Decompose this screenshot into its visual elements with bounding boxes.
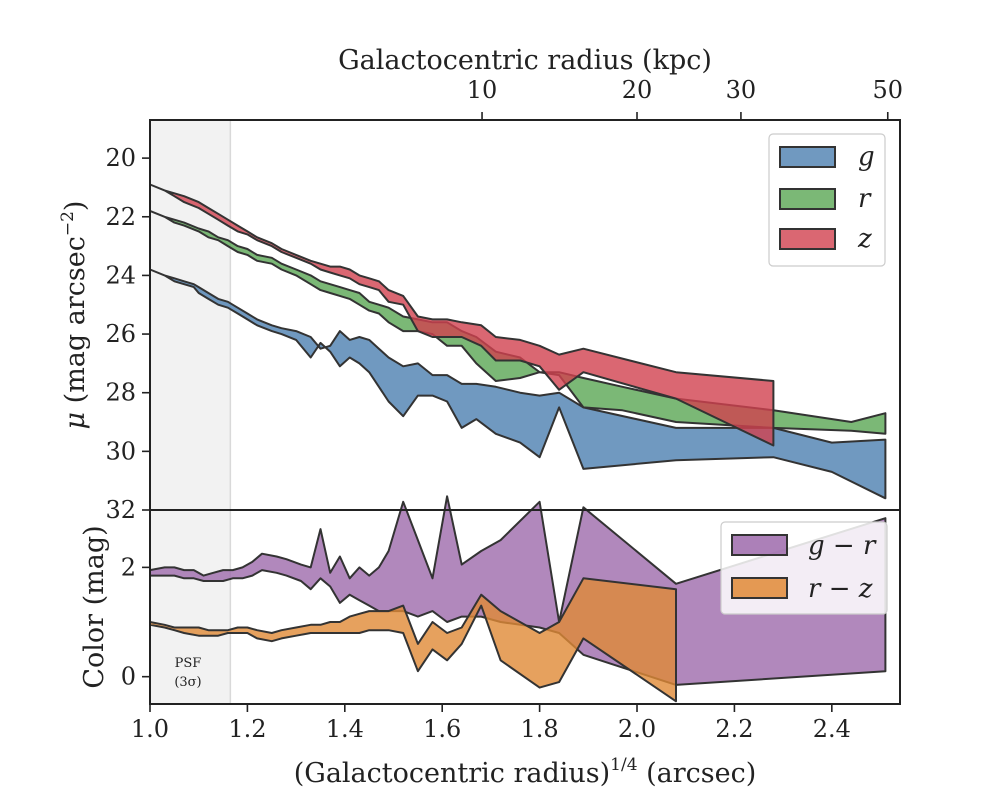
psf-region-bottom [150, 510, 231, 704]
band-r [149, 209, 887, 435]
legend-swatch-g [779, 146, 836, 168]
legend-label-r: r [858, 184, 872, 214]
legend-label-z: z [857, 224, 872, 254]
band-g-r [149, 495, 887, 686]
top-legend: g r z [768, 133, 886, 267]
ylabel-close: ) [60, 201, 91, 212]
legend-swatch-r [779, 188, 836, 210]
x-tick-label: 2.4 [813, 715, 851, 743]
y-tick-label: 24 [105, 261, 136, 289]
ylabel-sup: −2 [58, 211, 78, 236]
y-tick-label: 30 [105, 437, 136, 465]
y-tick-label: 20 [105, 144, 136, 172]
surface-brightness-bands [149, 183, 887, 500]
top-tick-label: 10 [467, 76, 498, 104]
y-tick-label: 22 [105, 203, 136, 231]
legend-swatch-g-r [731, 534, 788, 556]
y-tick-label: 32 [105, 496, 136, 524]
psf-annotation: PSF [175, 656, 202, 671]
top-panel-ylabel: μ (mag arcsec−2) [58, 201, 91, 430]
y-tick-label: 0 [121, 663, 136, 691]
color-bands [149, 495, 887, 703]
top-tick-label: 30 [726, 76, 757, 104]
axis-ticks: 20 22 24 26 28 30 32 0 2 1.0 1.2 1.4 1.6 1.8 2.0 2.2 2.4… [105, 76, 903, 743]
legend-swatch-z [779, 228, 836, 250]
top-tick-label: 20 [622, 76, 653, 104]
ylabel-symbol: μ [60, 412, 91, 430]
y-tick-label: 2 [121, 553, 136, 581]
band-g [149, 268, 887, 500]
x-tick-label: 2.0 [618, 715, 656, 743]
x-tick-label: 1.0 [131, 715, 169, 743]
bottom-panel-frame [149, 509, 901, 705]
xlabel-unit: (arcsec) [638, 758, 757, 789]
psf-annotation-sigma: (3σ) [174, 675, 201, 690]
xlabel-sup: 1/4 [610, 755, 637, 775]
x-tick-label: 1.6 [423, 715, 461, 743]
x-tick-label: 2.2 [715, 715, 753, 743]
y-tick-label: 26 [105, 320, 136, 348]
bottom-panel-ylabel: Color (mag) [79, 525, 110, 688]
legend-label-g: g [858, 142, 875, 172]
x-tick-label: 1.2 [228, 715, 266, 743]
ylabel-text: (mag arcsec [60, 236, 91, 412]
band-r-z [149, 577, 677, 703]
x-tick-label: 1.8 [521, 715, 559, 743]
legend-label-r-z: r − z [808, 574, 873, 604]
psf-region-top [150, 120, 231, 510]
bottom-legend: g − r r − z [720, 521, 888, 615]
legend-label-g-r: g − r [808, 531, 877, 561]
y-tick-label: 28 [105, 379, 136, 407]
x-axis-title: (Galactocentric radius)1/4 (arcsec) [294, 755, 757, 789]
x-tick-label: 1.4 [326, 715, 364, 743]
legend-swatch-r-z [731, 577, 788, 599]
top-axis-title: Galactocentric radius (kpc) [338, 45, 712, 76]
xlabel-main: (Galactocentric radius) [294, 758, 610, 789]
band-z [149, 183, 775, 447]
top-tick-label: 50 [872, 76, 903, 104]
